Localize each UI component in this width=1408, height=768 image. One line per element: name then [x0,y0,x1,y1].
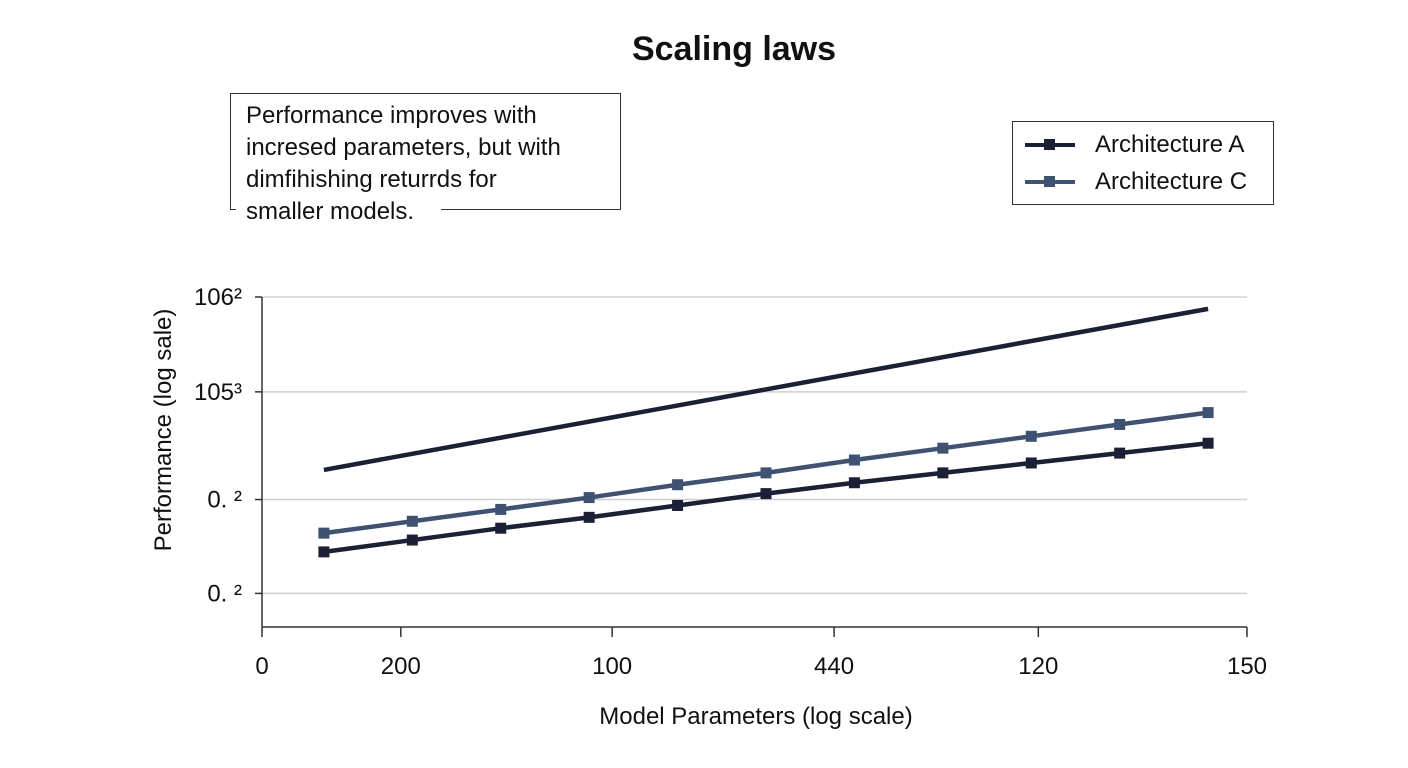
data-point [848,477,860,489]
data-point [848,454,860,466]
y-tick-label: 0. ² [207,487,242,514]
data-point [318,546,330,558]
x-tick-label: 200 [381,653,421,680]
data-point [937,442,949,454]
data-point [672,499,684,511]
data-point [1025,430,1037,442]
data-point [1202,407,1214,419]
legend-swatch [1025,139,1075,150]
data-point [672,479,684,491]
y-tick-label: 0. ² [207,580,242,607]
data-point [1025,457,1037,469]
annotation-box-edge [230,209,236,210]
data-point [318,527,330,539]
series-line [323,306,1209,473]
data-point [583,511,595,523]
x-tick-label: 100 [592,653,632,680]
legend-label: Architecture A [1095,131,1245,158]
x-tick-label: 0 [255,653,268,680]
data-point [583,492,595,504]
chart-title: Scaling laws [631,30,837,68]
data-point [406,515,418,527]
y-axis-label: Performance (log sale) [150,309,177,552]
y-tick-label: 105³ [194,379,242,406]
data-point [760,467,772,479]
legend: Architecture A Architecture C [1012,121,1274,205]
x-tick-label: 440 [814,653,854,680]
data-point [495,503,507,515]
legend-swatch [1025,176,1075,187]
annotation-box [230,93,621,210]
data-point [495,522,507,534]
data-point [406,534,418,546]
data-point [937,467,949,479]
annotation-box-edge [441,209,621,210]
y-tick-label: 106² [194,284,242,311]
x-axis-label: Model Parameters (log scale) [599,703,912,730]
legend-label: Architecture C [1095,168,1248,195]
data-point [760,488,772,500]
x-tick-label: 120 [1018,653,1058,680]
legend-item-architecture-a: Architecture A [1025,130,1244,160]
data-point [1202,437,1214,449]
x-tick-label: 150 [1227,653,1267,680]
data-point [1114,447,1126,459]
legend-item-architecture-c: Architecture C [1025,167,1247,197]
annotation-text: Performance improves with incresed param… [246,102,561,225]
data-point [1114,418,1126,430]
